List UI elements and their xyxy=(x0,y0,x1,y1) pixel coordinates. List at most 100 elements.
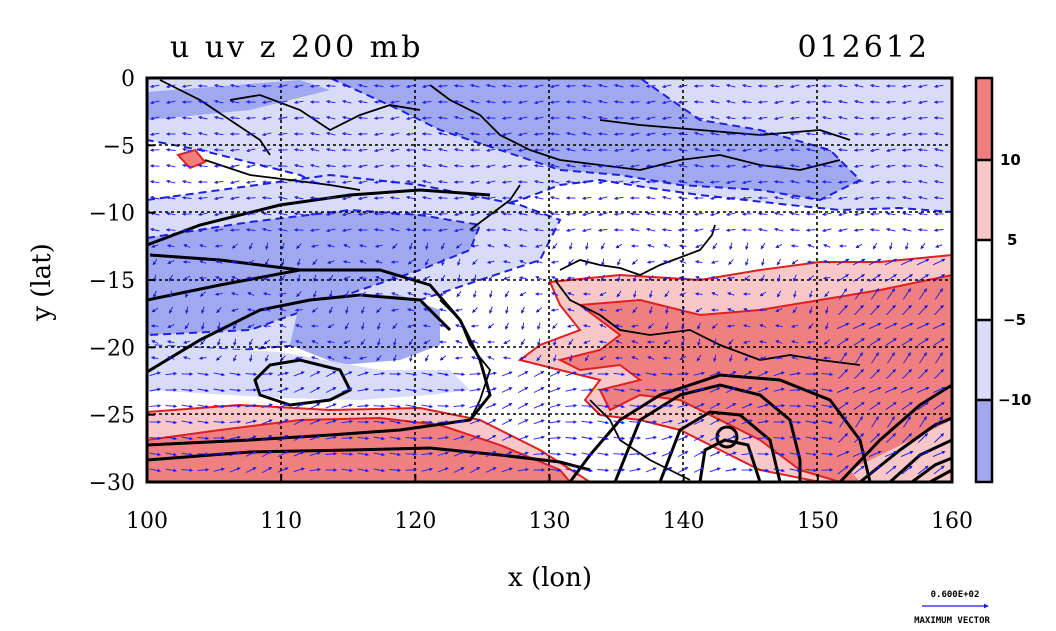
wind-vector xyxy=(455,308,463,312)
wind-vector xyxy=(278,116,288,121)
wind-vector xyxy=(181,404,193,409)
wind-vector xyxy=(565,387,577,392)
wind-vector xyxy=(821,404,833,409)
wind-vector xyxy=(613,212,624,216)
wind-vector xyxy=(311,244,319,248)
wind-vector xyxy=(327,260,335,264)
wind-vector xyxy=(806,147,816,152)
wind-vector xyxy=(663,260,671,264)
wind-vector xyxy=(357,387,369,392)
wind-vector xyxy=(437,451,449,456)
wind-vector xyxy=(713,338,717,346)
wind-vector xyxy=(438,163,448,168)
wind-vector xyxy=(469,435,481,441)
wind-vector xyxy=(517,451,529,456)
wind-vector xyxy=(181,84,192,89)
wind-vector xyxy=(505,322,509,330)
wind-vector xyxy=(726,212,736,217)
wind-vector xyxy=(613,420,625,425)
wind-vector xyxy=(182,163,192,168)
wind-vector xyxy=(389,436,401,441)
wind-vector xyxy=(501,451,513,457)
wind-vector xyxy=(790,163,800,168)
wind-vector xyxy=(661,228,672,232)
wind-vector xyxy=(197,420,209,425)
wind-vector xyxy=(309,435,321,441)
wind-vector xyxy=(201,322,205,330)
wind-vector xyxy=(885,338,897,346)
wind-vector xyxy=(614,196,624,201)
wind-vector xyxy=(486,180,496,185)
wind-vector xyxy=(373,116,384,120)
wind-vector xyxy=(279,308,287,312)
plot-area xyxy=(147,78,952,482)
wind-vector xyxy=(423,308,431,312)
wind-vector xyxy=(597,388,610,393)
wind-vector xyxy=(838,115,848,120)
wind-vector xyxy=(633,274,637,282)
wind-vector xyxy=(421,404,433,409)
wind-vector xyxy=(165,228,176,232)
wind-vector xyxy=(280,274,286,282)
wind-vector xyxy=(549,132,560,136)
x-tick-label: 130 xyxy=(529,509,571,534)
wind-vector xyxy=(884,450,898,458)
wind-vector xyxy=(487,323,495,329)
wind-vector xyxy=(245,116,256,120)
wind-vector xyxy=(710,196,720,201)
wind-vector xyxy=(534,116,544,121)
wind-vector xyxy=(389,404,401,409)
wind-vector xyxy=(614,83,624,88)
wind-vector xyxy=(629,84,640,88)
wind-vector xyxy=(710,115,720,120)
wind-vector xyxy=(629,212,640,216)
wind-vector xyxy=(421,372,433,377)
wind-vector xyxy=(761,274,765,282)
wind-vector xyxy=(870,132,880,137)
wind-vector xyxy=(582,147,592,152)
wind-vector xyxy=(565,371,577,377)
wind-vector xyxy=(215,276,223,280)
wind-vector xyxy=(677,435,689,441)
wind-vector xyxy=(774,195,784,200)
wind-vector xyxy=(279,324,287,328)
wind-vector xyxy=(150,179,160,184)
wind-vector xyxy=(456,290,462,298)
wind-vector xyxy=(900,258,914,266)
colorbar-band-5-10 xyxy=(976,160,992,240)
wind-vector xyxy=(836,386,850,394)
wind-vector xyxy=(409,354,413,362)
wind-vector xyxy=(293,467,305,473)
wind-vector xyxy=(342,180,352,185)
wind-vector xyxy=(824,291,830,298)
wind-vector xyxy=(455,324,463,328)
wind-vector xyxy=(793,290,797,298)
wind-vector xyxy=(793,274,797,282)
wind-vector xyxy=(566,163,576,168)
wind-vector xyxy=(389,388,402,393)
wind-vector xyxy=(439,355,447,361)
wind-vector xyxy=(169,274,173,282)
wind-vector xyxy=(885,274,898,282)
wind-vector xyxy=(823,276,831,280)
wind-vector xyxy=(389,420,401,425)
wind-vector xyxy=(503,244,511,248)
wind-vector xyxy=(918,288,928,300)
wind-vector xyxy=(199,291,206,297)
wind-vector xyxy=(645,180,656,184)
wind-vector xyxy=(391,276,399,280)
wind-vector xyxy=(296,291,302,298)
wind-vector xyxy=(229,467,241,473)
wind-vector xyxy=(630,227,640,232)
wind-vector xyxy=(246,180,256,185)
wind-vector xyxy=(501,180,512,184)
wind-vector xyxy=(868,322,882,330)
wind-vector xyxy=(598,83,608,88)
wind-vector xyxy=(406,116,416,121)
wind-vector xyxy=(662,179,672,184)
wind-vector xyxy=(694,228,704,233)
wind-vector xyxy=(390,148,400,153)
wind-vector xyxy=(232,322,238,330)
wind-vector xyxy=(439,308,447,312)
chart-title: u uv z 200 mb xyxy=(170,30,423,65)
